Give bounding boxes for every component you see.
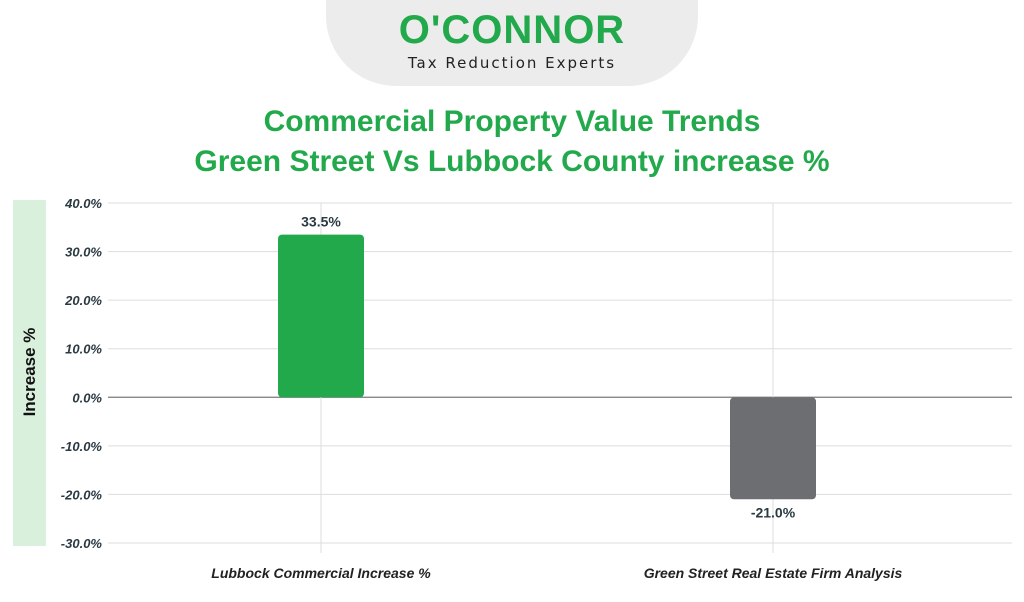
chart-title-line-1: Commercial Property Value Trends [263,105,761,138]
y-tick-label: 30.0% [65,245,102,260]
logo-tagline: Tax Reduction Experts [407,54,617,72]
y-tick-label: -10.0% [61,439,103,454]
bar [278,234,364,398]
data-label: -21.0% [751,504,796,520]
y-tick-label: -20.0% [61,487,103,502]
x-tick-label: Green Street Real Estate Firm Analysis [644,565,903,581]
y-axis-label-band [13,200,46,546]
chart-title-line-2: Green Street Vs Lubbock County increase … [194,145,830,178]
y-tick-label: 40.0% [64,196,102,211]
y-tick-label: 0.0% [72,390,102,405]
x-tick-label: Lubbock Commercial Increase % [211,565,431,581]
bar [730,397,816,500]
y-tick-label: 20.0% [64,293,102,308]
logo-name: O'CONNOR [398,8,626,52]
y-tick-label: -30.0% [61,536,103,551]
data-label: 33.5% [301,214,341,230]
y-tick-label: 10.0% [65,342,102,357]
logo-tab: O'CONNOR Tax Reduction Experts [326,0,698,86]
